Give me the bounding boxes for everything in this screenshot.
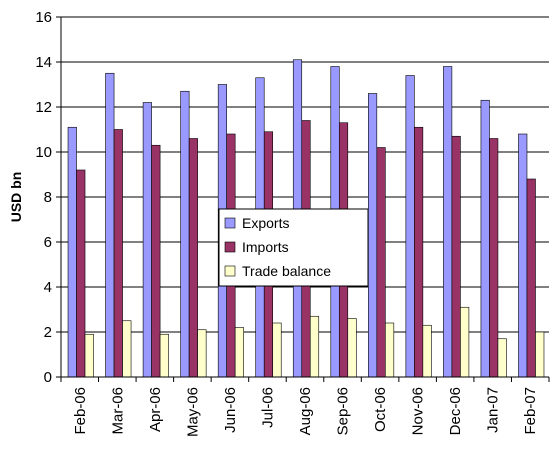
bar-trade-balance [159, 333, 169, 378]
y-tick-label: 14 [35, 54, 52, 71]
y-tick-label: 4 [44, 279, 52, 296]
legend-box [218, 208, 369, 287]
y-tick-label: 6 [44, 234, 52, 251]
bar-exports [67, 126, 77, 378]
bar-trade-balance [422, 324, 432, 378]
x-tick-label: Aug-06 [297, 387, 314, 435]
x-tick-label: Jan-07 [485, 387, 502, 433]
y-tick-label: 16 [35, 9, 52, 26]
bar-exports [180, 90, 190, 378]
bar-trade-balance [309, 315, 320, 378]
x-axis-ticks: Feb-06 Mar-06 Apr-06 May-06 Jun-06 Jul-06 Aug-… [60, 377, 550, 437]
bar-trade-balance [122, 320, 132, 378]
bar-imports [489, 138, 499, 378]
legend-swatch-trade-balance [224, 265, 236, 277]
bar-imports [151, 144, 161, 378]
x-tick-label: Sep-06 [335, 387, 352, 435]
x-tick-label: Apr-06 [147, 387, 164, 432]
x-tick-label: Jul-06 [259, 387, 276, 428]
x-tick-label: May-06 [184, 387, 201, 437]
bar-imports [76, 169, 86, 378]
legend-label: Exports [242, 215, 289, 231]
y-axis-ticks: 0 2 4 6 8 10 12 14 16 [35, 9, 61, 386]
y-tick-label: 0 [44, 369, 52, 386]
bar-exports [368, 93, 378, 378]
legend-swatch-exports [224, 217, 236, 229]
x-tick-label: Nov-06 [410, 387, 427, 435]
bar-imports [113, 129, 123, 378]
bar-trade-balance [347, 318, 357, 378]
bar-trade-balance [234, 327, 244, 378]
x-tick-label: Feb-06 [72, 387, 89, 435]
bar-exports [443, 66, 453, 378]
bar-exports [480, 99, 490, 378]
y-axis-label: USD bn [8, 172, 24, 223]
bar-imports [526, 178, 536, 378]
x-tick-label: Dec-06 [447, 387, 464, 435]
bar-trade-balance [535, 331, 545, 378]
bar-exports [142, 102, 152, 378]
x-tick-label: Feb-07 [522, 387, 539, 435]
bar-trade-balance [272, 322, 282, 378]
bar-imports [451, 135, 461, 378]
x-tick-label: Jun-06 [222, 387, 239, 433]
x-tick-label: Oct-06 [372, 387, 389, 432]
bar-trade-balance [460, 306, 470, 378]
x-tick-label: Mar-06 [109, 387, 126, 435]
y-tick-label: 10 [35, 144, 52, 161]
legend: Exports Imports Trade balance [218, 208, 369, 287]
bar-exports [405, 75, 415, 378]
bar-trade-balance [385, 322, 395, 378]
y-tick-label: 8 [44, 189, 52, 206]
legend-swatch-imports [224, 241, 236, 253]
y-tick-label: 2 [44, 324, 52, 341]
y-tick-label: 12 [35, 99, 52, 116]
bar-imports [188, 138, 198, 378]
bar-trade-balance [497, 338, 507, 378]
bar-imports [376, 147, 386, 378]
legend-label: Trade balance [242, 263, 331, 279]
bar-exports [105, 72, 115, 378]
bar-imports [414, 126, 424, 378]
bar-exports [518, 133, 528, 378]
bar-trade-balance [197, 329, 207, 378]
legend-label: Imports [242, 239, 289, 255]
bar-trade-balance [84, 333, 94, 378]
